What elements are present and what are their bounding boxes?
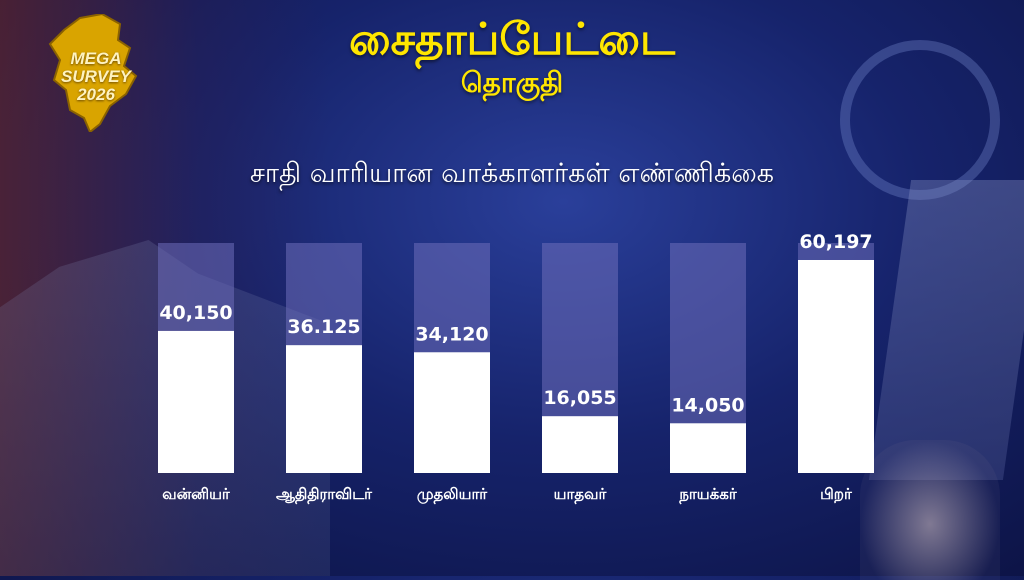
bar-3 [414, 352, 490, 473]
bar-2 [286, 345, 362, 473]
bar-5 [670, 423, 746, 473]
category-label: முதலியார் [417, 485, 488, 504]
page-title: சைதாப்பேட்டை [348, 14, 676, 65]
category-label: பிறர் [820, 485, 853, 503]
category-label: ஆதிதிராவிடர் [276, 485, 373, 504]
bar-1 [158, 330, 234, 473]
bar-value-label: 40,150 [159, 302, 232, 324]
chart-title: சாதி வாரியான வாக்காளர்கள் எண்ணிக்கை [249, 158, 775, 189]
voter-hand-image [860, 440, 1000, 580]
mega-survey-logo [48, 14, 138, 132]
bar-value-label: 34,120 [415, 323, 488, 345]
ballot-symbol-icon [840, 40, 1000, 200]
tamil-nadu-map-icon [48, 14, 138, 132]
bar-4 [542, 416, 618, 473]
bar-value-label: 60,197 [799, 231, 872, 253]
category-label: யாதவர் [554, 485, 608, 504]
bar-value-label: 36.125 [287, 316, 360, 338]
bar-value-label: 16,055 [543, 387, 616, 409]
page-subtitle: தொகுதி [460, 66, 564, 99]
bar-6 [798, 259, 874, 473]
logo-line-2: 2026 [77, 85, 115, 104]
category-label: நாயக்கர் [678, 485, 738, 504]
logo-text: MEGA SURVEY 2026 [46, 50, 146, 104]
category-label: வன்னியர் [162, 485, 231, 503]
bar-value-label: 14,050 [671, 394, 744, 416]
logo-line-1: MEGA SURVEY [61, 49, 131, 86]
